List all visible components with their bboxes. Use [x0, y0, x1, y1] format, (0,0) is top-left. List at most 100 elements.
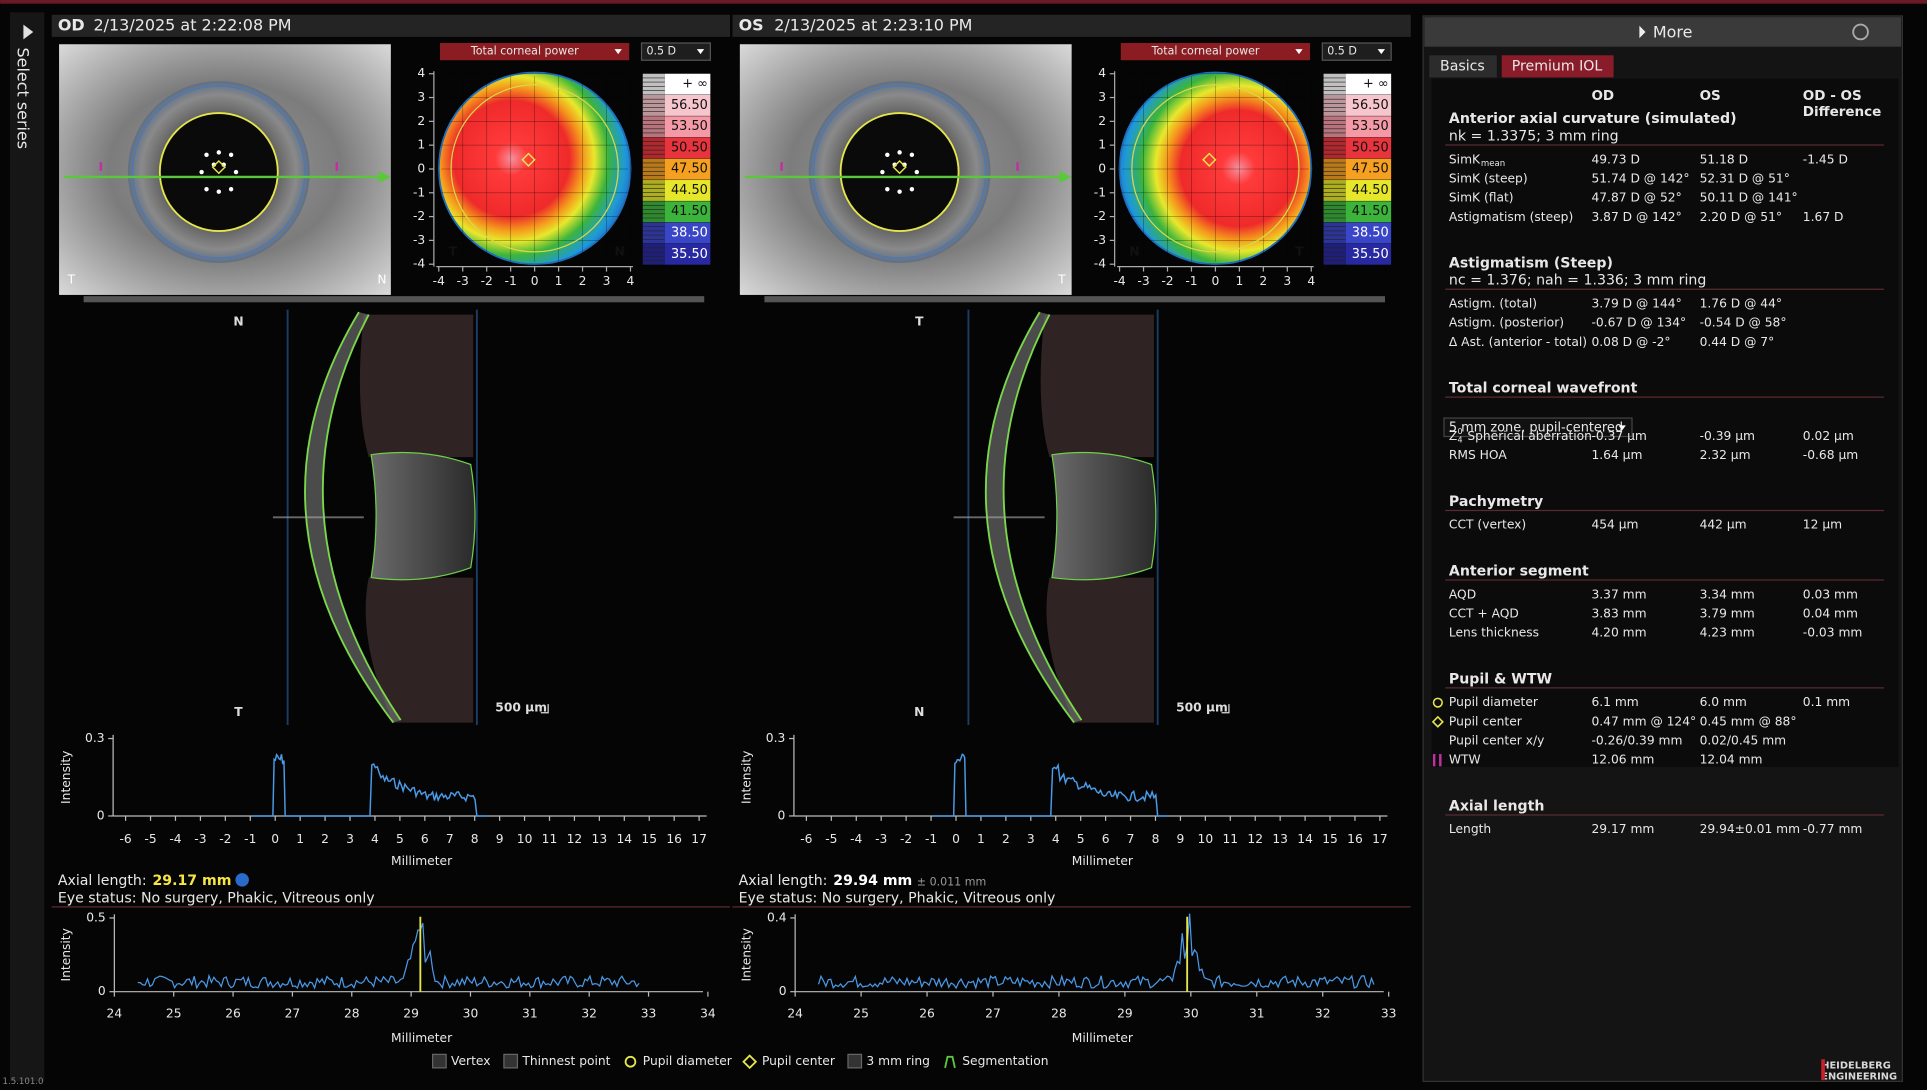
- step-dropdown[interactable]: [1321, 42, 1392, 61]
- x-tick-label: 33: [641, 1006, 657, 1020]
- zone-label[interactable]: 5 mm zone, pupil-centered: [1449, 420, 1623, 435]
- map-type-dropdown[interactable]: [440, 43, 630, 61]
- legend-checkbox[interactable]: [847, 1053, 863, 1069]
- legend-label[interactable]: Vertex: [451, 1054, 490, 1068]
- image-scrollbar: [764, 296, 1385, 303]
- axial-value: 29.94 mm: [833, 873, 912, 889]
- panel-header: [51, 14, 731, 37]
- legend-checkbox[interactable]: [432, 1053, 447, 1069]
- x-tick-label: -6: [119, 832, 131, 846]
- x-tick-label: 24: [787, 1006, 803, 1020]
- scale-swatch: [642, 116, 665, 138]
- step[interactable]: 0.5 D: [646, 45, 676, 58]
- eye-panel: OD 2/13/2025 at 2:22:08 PM T N Total corneal…: [51, 14, 731, 1045]
- limbus-ring: [132, 85, 306, 259]
- x-tick-label: -2: [219, 832, 231, 846]
- row-value: -0.26/0.39 mm: [1591, 734, 1682, 748]
- x-tick-label: 3: [346, 832, 354, 846]
- map-type-dropdown[interactable]: [1120, 43, 1311, 61]
- sidebar-arrow[interactable]: [23, 24, 34, 40]
- y-axis-label: Intensity: [59, 751, 73, 804]
- more-label[interactable]: More: [1653, 23, 1693, 42]
- x-tick-label: -3: [875, 832, 887, 846]
- legend-label[interactable]: Thinnest point: [521, 1054, 610, 1068]
- map-x-tick-label: 0: [1212, 274, 1220, 288]
- iris-upper: [359, 314, 474, 458]
- tab-active[interactable]: [1501, 55, 1614, 78]
- zoom-icon[interactable]: [1852, 23, 1869, 41]
- scale-label: 47.50: [1352, 162, 1389, 177]
- scale-swatch: [1323, 158, 1346, 180]
- more-arrow[interactable]: [1639, 25, 1646, 39]
- lens: [370, 451, 476, 581]
- eye-name: OD: [58, 15, 85, 34]
- map-type[interactable]: Total corneal power: [1151, 45, 1260, 58]
- scale-label: 35.50: [1352, 247, 1389, 262]
- info-icon[interactable]: [235, 873, 249, 887]
- x-tick-label: 16: [666, 832, 682, 846]
- row-value: 29.17 mm: [1591, 822, 1654, 836]
- row-value: 12 µm: [1803, 518, 1842, 532]
- row-value: 3.79 D @ 144°: [1591, 297, 1681, 311]
- legend-icon: [624, 1055, 637, 1068]
- sidebar-label[interactable]: Select series: [14, 47, 33, 149]
- reflex-dot: [914, 169, 920, 175]
- x-tick-label: 28: [344, 1006, 360, 1020]
- sidebar[interactable]: [9, 12, 45, 1082]
- x-tick-label: 14: [617, 832, 633, 846]
- row-value: 0.02 µm: [1803, 429, 1854, 443]
- y-tick-label: 0.5: [86, 910, 106, 924]
- dropdown-arrow: [1295, 49, 1303, 55]
- map-x-tick-label: 0: [531, 274, 539, 288]
- step-dropdown[interactable]: [640, 42, 711, 61]
- reflex-dot: [897, 189, 902, 194]
- x-axis-label: Millimeter: [391, 1031, 453, 1045]
- map-y-tick-label: -4: [413, 257, 425, 271]
- x-tick-label: 13: [1272, 832, 1288, 846]
- column-header: Difference: [1803, 104, 1882, 120]
- more-bar[interactable]: [1424, 17, 1902, 47]
- x-tick-label: -2: [900, 832, 912, 846]
- map-x-tick-label: -2: [1161, 274, 1173, 288]
- row-label: SimK (steep): [1449, 171, 1528, 185]
- image-label: T: [67, 273, 76, 287]
- scale-label: 47.50: [671, 162, 708, 177]
- reflex-dot: [228, 187, 234, 192]
- row-symbol: Z: [1449, 429, 1457, 443]
- x-tick-label: 10: [1198, 832, 1214, 846]
- row-label: CCT + AQD: [1449, 606, 1519, 620]
- x-tick-label: -3: [194, 832, 206, 846]
- x-tick-label: 14: [1297, 832, 1313, 846]
- section-title: Anterior axial curvature (simulated): [1449, 111, 1737, 127]
- axial-value: 29.17 mm: [152, 873, 231, 889]
- zone-dropdown[interactable]: [1443, 417, 1633, 438]
- map-y-tick-label: -2: [1094, 209, 1106, 223]
- legend-label[interactable]: Pupil diameter: [643, 1054, 733, 1068]
- x-tick-label: 32: [1315, 1006, 1331, 1020]
- legend-checkbox[interactable]: [503, 1053, 519, 1069]
- x-tick-label: 3: [1027, 832, 1035, 846]
- x-tick-label: 28: [1051, 1006, 1067, 1020]
- legend-label[interactable]: Segmentation: [962, 1054, 1048, 1068]
- legend-label[interactable]: 3 mm ring: [866, 1054, 930, 1068]
- version: 1.5.101.0: [3, 1077, 44, 1087]
- scale-bar-label: 500 µm: [495, 700, 547, 714]
- tab-label[interactable]: Premium IOL: [1512, 58, 1603, 74]
- tab[interactable]: [1429, 55, 1497, 78]
- row-value: 0.04 mm: [1803, 606, 1858, 620]
- legend-label[interactable]: Pupil center: [762, 1054, 836, 1068]
- map-ring: [1131, 84, 1300, 253]
- scale-box: [1345, 243, 1392, 265]
- pupil: [839, 112, 960, 232]
- x-tick-label: 12: [1247, 832, 1263, 846]
- row-value: 442 µm: [1700, 518, 1747, 532]
- scale-swatch: [1323, 243, 1346, 265]
- section-title: Anterior segment: [1449, 563, 1589, 579]
- x-tick-label: -1: [925, 832, 937, 846]
- tab-label[interactable]: Basics: [1440, 58, 1485, 74]
- map-type[interactable]: Total corneal power: [470, 45, 579, 58]
- y-axis-label: Intensity: [59, 928, 73, 981]
- scale-box: [1345, 137, 1392, 159]
- step[interactable]: 0.5 D: [1327, 45, 1357, 58]
- map-y-tick-label: 2: [417, 114, 425, 128]
